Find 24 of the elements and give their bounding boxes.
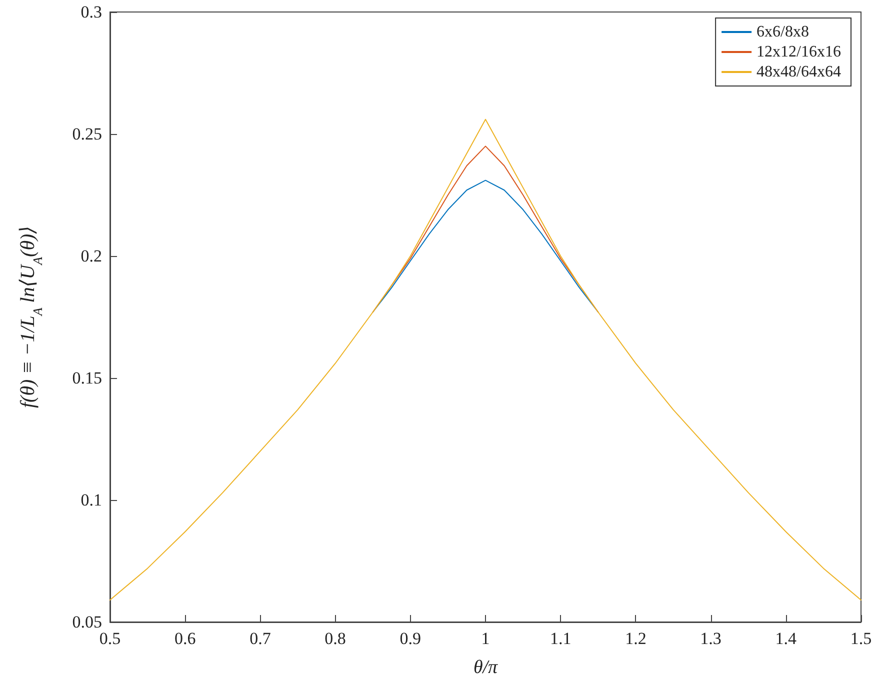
legend-label: 6x6/8x8 <box>756 24 810 40</box>
x-tick-label: 1.2 <box>625 629 646 648</box>
y-tick-label: 0.15 <box>72 368 102 388</box>
line-series <box>110 118 862 601</box>
x-tick-label: 0.9 <box>400 629 422 648</box>
y-axis-title: f(θ) ≡ −1/LA ln⟨UA(θ)⟩ <box>17 226 45 408</box>
x-tick-label: 0.6 <box>174 629 196 648</box>
x-tick-label: 1.3 <box>700 629 722 648</box>
y-tick-label: 0.25 <box>72 124 102 144</box>
y-tick-label: 0.05 <box>72 612 102 632</box>
x-tick-label: 1.1 <box>550 629 572 648</box>
x-axis-title: θ/π <box>473 657 498 678</box>
legend-label: 48x48/64x64 <box>756 64 842 80</box>
x-tick-label: 1.4 <box>775 629 798 648</box>
legend-label: 12x12/16x16 <box>756 44 842 60</box>
x-tick-label: 1.5 <box>850 629 872 648</box>
x-tick-label: 0.5 <box>99 629 121 648</box>
x-tick-label: 1 <box>481 629 490 648</box>
y-tick-label: 0.3 <box>80 2 102 22</box>
x-tick-label: 0.8 <box>324 629 346 648</box>
y-tick-label: 0.1 <box>80 490 102 510</box>
line-series <box>372 180 599 313</box>
y-tick-label: 0.2 <box>80 246 102 266</box>
x-tick-label: 0.7 <box>250 629 272 648</box>
